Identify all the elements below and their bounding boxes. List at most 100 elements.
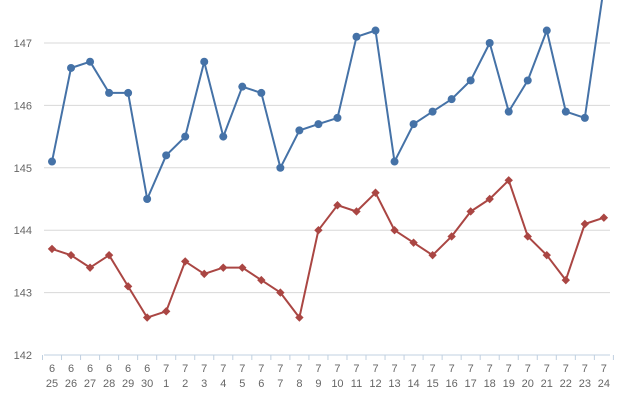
x-tick-month: 6 bbox=[125, 363, 131, 375]
x-tick-day: 21 bbox=[541, 378, 553, 390]
data-point bbox=[523, 232, 532, 241]
x-tick-day: 18 bbox=[484, 378, 496, 390]
data-point bbox=[200, 269, 209, 279]
x-tick-day: 22 bbox=[560, 378, 572, 390]
x-tick-month: 7 bbox=[506, 363, 512, 375]
x-tick-month: 6 bbox=[49, 363, 55, 375]
data-point bbox=[162, 151, 171, 160]
data-point bbox=[181, 132, 190, 141]
x-tick-day: 26 bbox=[65, 378, 77, 390]
data-point bbox=[295, 313, 304, 322]
x-tick-day: 10 bbox=[331, 378, 343, 390]
data-point bbox=[181, 257, 190, 266]
x-tick-day: 19 bbox=[503, 378, 515, 390]
data-point bbox=[257, 88, 266, 97]
x-tick-day: 16 bbox=[446, 378, 458, 390]
data-point bbox=[428, 250, 437, 260]
data-point bbox=[104, 250, 114, 260]
data-point bbox=[333, 201, 342, 210]
x-tick-month: 7 bbox=[563, 363, 569, 375]
data-point bbox=[333, 113, 342, 122]
data-point bbox=[314, 120, 323, 129]
x-tick-day: 7 bbox=[277, 378, 283, 390]
data-point bbox=[238, 82, 247, 91]
data-point bbox=[390, 226, 399, 235]
x-tick-month: 7 bbox=[258, 363, 264, 375]
x-tick-day: 9 bbox=[315, 378, 321, 390]
data-point bbox=[523, 76, 532, 85]
data-point bbox=[409, 238, 418, 247]
data-point bbox=[390, 157, 399, 166]
x-tick-month: 7 bbox=[544, 363, 550, 375]
x-tick-day: 5 bbox=[239, 378, 245, 390]
data-point bbox=[542, 250, 551, 260]
x-tick-day: 28 bbox=[103, 378, 115, 390]
data-point bbox=[86, 57, 95, 66]
x-tick-month: 7 bbox=[487, 363, 493, 375]
x-tick-month: 7 bbox=[582, 363, 588, 375]
x-tick-day: 12 bbox=[369, 378, 381, 390]
x-tick-month: 7 bbox=[315, 363, 321, 375]
data-point bbox=[66, 250, 76, 260]
y-tick-label: 147 bbox=[14, 38, 32, 50]
data-point bbox=[314, 226, 323, 235]
data-point bbox=[561, 275, 571, 285]
data-point bbox=[142, 313, 152, 322]
data-point bbox=[485, 39, 494, 47]
data-point bbox=[276, 288, 285, 297]
gridlines bbox=[44, 42, 610, 294]
data-point bbox=[599, 213, 609, 222]
data-point bbox=[428, 107, 437, 116]
data-point bbox=[371, 188, 380, 197]
x-tick-day: 25 bbox=[46, 378, 58, 390]
x-tick-month: 7 bbox=[468, 363, 474, 375]
data-point bbox=[123, 282, 133, 291]
x-tick-day: 14 bbox=[407, 378, 419, 390]
data-point bbox=[447, 95, 456, 104]
data-point bbox=[561, 107, 570, 116]
y-tick-label: 143 bbox=[14, 288, 32, 300]
data-point bbox=[238, 263, 247, 272]
series-1 bbox=[48, 0, 603, 203]
series-line bbox=[51, 0, 603, 200]
data-point bbox=[580, 113, 589, 122]
x-tick-day: 6 bbox=[258, 378, 264, 390]
data-point bbox=[124, 88, 133, 97]
x-tick-month: 7 bbox=[296, 363, 302, 375]
data-point bbox=[143, 195, 152, 203]
data-point bbox=[371, 26, 380, 35]
x-tick-day: 20 bbox=[522, 378, 534, 390]
x-tick-day: 27 bbox=[84, 378, 96, 390]
x-tick-month: 7 bbox=[525, 363, 531, 375]
data-point bbox=[466, 76, 475, 85]
x-tick-day: 2 bbox=[182, 378, 188, 390]
x-tick-month: 7 bbox=[372, 363, 378, 375]
data-point bbox=[105, 88, 114, 97]
series bbox=[47, 0, 609, 322]
series-line bbox=[51, 179, 605, 319]
x-tick-day: 1 bbox=[163, 378, 169, 390]
x-tick-day: 13 bbox=[388, 378, 400, 390]
series-2 bbox=[47, 176, 609, 322]
data-point bbox=[352, 207, 361, 216]
y-tick-label: 144 bbox=[14, 225, 32, 237]
data-point bbox=[161, 307, 171, 316]
data-point bbox=[257, 275, 266, 285]
x-tick-day: 23 bbox=[579, 378, 591, 390]
x-tick-month: 7 bbox=[163, 363, 169, 375]
data-point bbox=[409, 120, 418, 129]
y-axis-ticks: 142 143 144 145 146 147 bbox=[14, 38, 32, 362]
x-tick-month: 6 bbox=[87, 363, 93, 375]
x-tick-month: 7 bbox=[182, 363, 188, 375]
data-point bbox=[67, 63, 76, 72]
x-tick-month: 7 bbox=[391, 363, 397, 375]
x-tick-day: 30 bbox=[141, 378, 153, 390]
data-point bbox=[85, 263, 95, 272]
x-axis-ticks: 6256266276286296307172737475767778797107… bbox=[42, 355, 614, 390]
data-point bbox=[485, 194, 494, 204]
x-tick-month: 6 bbox=[144, 363, 150, 375]
x-tick-month: 7 bbox=[201, 363, 207, 375]
x-tick-month: 7 bbox=[220, 363, 226, 375]
